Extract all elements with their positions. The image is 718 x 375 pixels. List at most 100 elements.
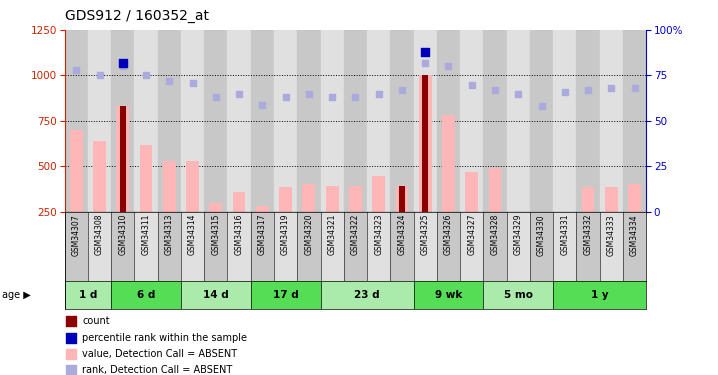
Bar	[93, 141, 106, 212]
Bar	[396, 186, 409, 212]
Bar	[204, 30, 228, 212]
Point	[466, 82, 477, 88]
Text: GSM34307: GSM34307	[72, 214, 80, 256]
Bar	[297, 212, 320, 281]
Bar	[483, 281, 553, 309]
Bar	[233, 192, 246, 212]
Text: GSM34333: GSM34333	[607, 214, 616, 256]
Bar	[535, 212, 548, 248]
Point	[443, 63, 454, 69]
Point	[65, 368, 77, 374]
Bar	[181, 212, 204, 281]
Point	[419, 49, 431, 55]
Bar	[512, 212, 525, 232]
Point	[117, 63, 129, 69]
Bar	[600, 30, 623, 212]
Point	[350, 94, 361, 100]
Bar	[349, 186, 362, 212]
Bar	[65, 30, 88, 212]
Bar	[367, 212, 391, 281]
Text: GSM34331: GSM34331	[560, 214, 569, 255]
Bar	[274, 30, 297, 212]
Text: GSM34325: GSM34325	[421, 214, 429, 255]
Bar	[111, 30, 134, 212]
Bar	[623, 212, 646, 281]
Text: GSM34332: GSM34332	[584, 214, 592, 255]
Bar	[600, 212, 623, 281]
Bar	[460, 212, 483, 281]
Bar	[158, 30, 181, 212]
Bar	[422, 75, 428, 212]
Bar	[419, 75, 432, 212]
Point	[65, 351, 77, 357]
Point	[65, 318, 77, 324]
Text: 9 wk: 9 wk	[435, 290, 462, 300]
Bar	[414, 212, 437, 281]
Bar	[320, 281, 414, 309]
Text: GSM34328: GSM34328	[490, 214, 500, 255]
Bar	[134, 212, 158, 281]
Point	[582, 87, 594, 93]
Bar	[623, 30, 646, 212]
Point	[233, 91, 245, 97]
Bar	[442, 115, 455, 212]
Bar	[88, 212, 111, 281]
Bar	[65, 281, 111, 309]
Text: GSM34321: GSM34321	[327, 214, 337, 255]
Text: GSM34330: GSM34330	[537, 214, 546, 256]
Text: GDS912 / 160352_at: GDS912 / 160352_at	[65, 9, 209, 23]
Bar	[251, 281, 320, 309]
Point	[513, 91, 524, 97]
Bar	[204, 212, 228, 281]
Bar	[577, 212, 600, 281]
Bar	[465, 172, 478, 212]
Bar	[344, 30, 367, 212]
Text: GSM34329: GSM34329	[514, 214, 523, 255]
Point	[94, 72, 106, 78]
Text: GSM34322: GSM34322	[351, 214, 360, 255]
Bar	[163, 161, 176, 212]
Text: GSM34316: GSM34316	[235, 214, 243, 255]
Text: GSM34324: GSM34324	[398, 214, 406, 255]
Bar	[320, 30, 344, 212]
Point	[65, 334, 77, 340]
Text: GSM34308: GSM34308	[95, 214, 104, 255]
Point	[605, 85, 617, 91]
Point	[536, 104, 547, 110]
Bar	[483, 30, 507, 212]
Bar	[297, 30, 320, 212]
Bar	[186, 161, 199, 212]
Text: 17 d: 17 d	[273, 290, 299, 300]
Bar	[65, 212, 88, 281]
Bar	[210, 203, 223, 212]
Point	[187, 80, 198, 86]
Bar	[559, 212, 572, 232]
Bar	[158, 212, 181, 281]
Point	[327, 94, 338, 100]
Text: percentile rank within the sample: percentile rank within the sample	[83, 333, 247, 343]
Bar	[274, 212, 297, 281]
Bar	[139, 145, 152, 212]
Bar	[181, 281, 251, 309]
Bar	[507, 30, 530, 212]
Text: GSM34317: GSM34317	[258, 214, 267, 255]
Bar	[326, 186, 339, 212]
Bar	[414, 30, 437, 212]
Bar	[302, 184, 315, 212]
Point	[559, 89, 571, 95]
Point	[70, 67, 82, 73]
Bar	[605, 188, 617, 212]
Bar	[372, 176, 385, 212]
Bar	[111, 212, 134, 281]
Bar	[577, 30, 600, 212]
Bar	[116, 106, 129, 212]
Text: GSM34313: GSM34313	[165, 214, 174, 255]
Text: GSM34319: GSM34319	[281, 214, 290, 255]
Bar	[507, 212, 530, 281]
Point	[256, 102, 268, 108]
Text: GSM34320: GSM34320	[304, 214, 313, 255]
Point	[210, 94, 222, 100]
Bar	[582, 188, 595, 212]
Bar	[483, 212, 507, 281]
Text: GSM34334: GSM34334	[630, 214, 639, 256]
